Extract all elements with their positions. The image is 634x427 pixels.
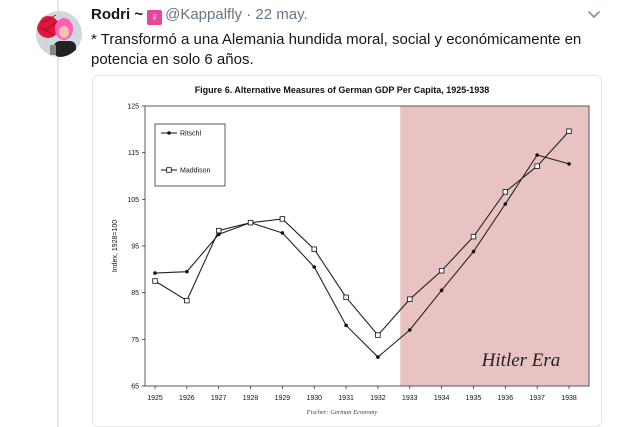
x-tick-label: 1935 <box>466 395 482 402</box>
point-maddison <box>438 268 445 274</box>
point-maddison <box>247 219 254 226</box>
point-maddison <box>215 227 222 234</box>
tweet-date[interactable]: 22 may. <box>255 6 308 23</box>
x-tick-label: 1929 <box>275 395 291 402</box>
series-line-maddison <box>154 130 570 336</box>
y-tick-label: 125 <box>127 104 139 111</box>
chart-source: Fischer: German Economy <box>306 409 378 416</box>
tweet-text-line-2: potencia en solo 6 años. <box>91 51 254 68</box>
x-tick-label: 1932 <box>370 395 386 402</box>
y-tick-label: 85 <box>131 290 139 297</box>
y-tick-label: 95 <box>131 244 139 251</box>
legend-label-ritschl: Ritschl <box>180 131 201 138</box>
x-tick-label: 1937 <box>529 395 545 402</box>
point-ritschl <box>153 271 157 275</box>
gdp-chart: Figure 6. Alternative Measures of German… <box>112 85 590 416</box>
x-tick-label: 1926 <box>179 395 195 402</box>
point-ritschl <box>407 328 412 332</box>
point-ritschl <box>280 231 285 235</box>
tweet-text: * Transformó a una Alemania hundida mora… <box>91 30 611 70</box>
legend-marker-ritschl <box>167 131 171 135</box>
point-maddison <box>375 332 381 338</box>
point-maddison <box>566 128 572 134</box>
x-tick-label: 1936 <box>498 395 514 402</box>
x-tick-label: 1928 <box>243 395 259 402</box>
point-maddison <box>502 189 509 195</box>
point-maddison <box>534 163 540 169</box>
series-line-ritschl <box>154 154 570 358</box>
y-axis-label: Index, 1928=100 <box>112 220 119 272</box>
legend-marker-maddison <box>166 167 172 173</box>
header-separator: · <box>246 6 252 23</box>
x-tick-label: 1934 <box>434 395 450 402</box>
tweet-media-chart[interactable]: Figure 6. Alternative Measures of German… <box>92 75 602 427</box>
y-tick-label: 75 <box>131 337 139 344</box>
point-maddison <box>470 233 477 240</box>
y-tick-label: 105 <box>127 197 139 204</box>
hitler-era-shaded-region <box>400 106 589 386</box>
point-ritschl <box>185 269 189 274</box>
hitler-era-annotation: Hitler Era <box>481 350 561 371</box>
point-maddison <box>184 297 190 304</box>
female-sign-icon: ♀ <box>147 10 163 25</box>
point-ritschl <box>376 355 380 359</box>
x-tick-label: 1938 <box>561 395 577 402</box>
point-ritschl <box>567 162 571 166</box>
point-maddison <box>279 216 286 222</box>
legend-label-maddison: Maddison <box>180 168 210 175</box>
point-ritschl <box>344 323 348 328</box>
y-tick-label: 115 <box>128 150 139 157</box>
y-tick-label: 65 <box>131 384 139 391</box>
point-ritschl <box>503 202 508 206</box>
chart-title: Figure 6. Alternative Measures of German… <box>195 85 490 95</box>
tweet-header: Rodri ~ ♀ @Kappalfly · 22 may. <box>91 6 308 25</box>
x-tick-label: 1930 <box>306 395 322 402</box>
x-tick-label: 1927 <box>211 395 227 402</box>
point-maddison <box>343 294 349 301</box>
point-ritschl <box>471 249 476 254</box>
point-ritschl <box>439 288 444 293</box>
point-maddison <box>152 278 158 284</box>
point-ritschl <box>312 265 317 269</box>
point-maddison <box>311 246 317 252</box>
x-tick-label: 1933 <box>402 395 418 402</box>
point-maddison <box>407 296 413 302</box>
point-ritschl <box>535 153 539 157</box>
legend-box <box>154 123 226 187</box>
thread-line <box>57 0 59 427</box>
tweet-text-line-1: * Transformó a una Alemania hundida mora… <box>91 31 582 48</box>
x-tick-label: 1925 <box>147 395 163 402</box>
x-tick-label: 1931 <box>338 395 354 402</box>
display-name[interactable]: Rodri ~ <box>91 6 144 23</box>
chevron-down-icon[interactable] <box>585 5 603 23</box>
avatar[interactable] <box>36 11 82 57</box>
user-handle[interactable]: @Kappalfly <box>165 6 243 23</box>
